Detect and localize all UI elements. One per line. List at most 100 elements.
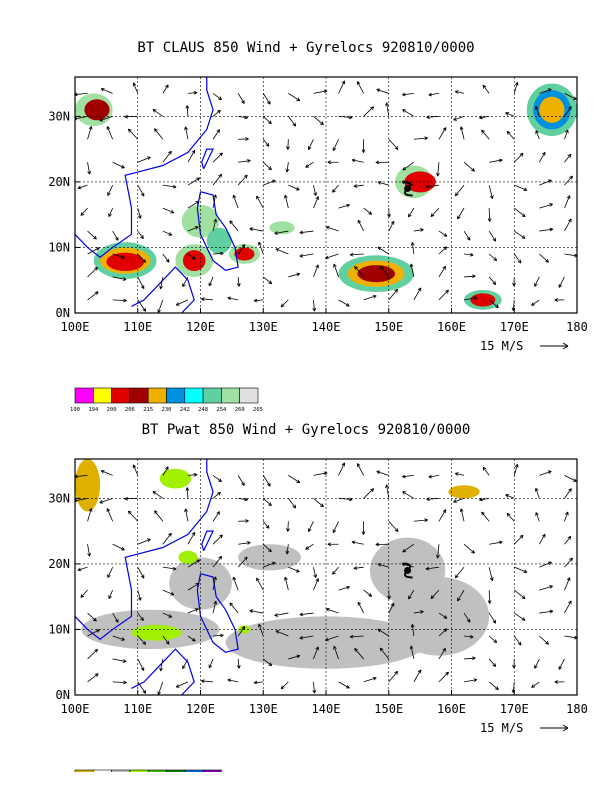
wind-arrow [535,130,540,140]
wind-arrow [212,475,222,483]
coastline [75,77,214,259]
wind-arrow [513,635,522,646]
wind-arrow [212,491,221,499]
wind-arrow [87,230,97,240]
colorbar-swatch [93,387,112,404]
wind-arrow [262,116,272,125]
wind-arrow [454,90,465,94]
x-tick-label: 120E [186,702,215,716]
wind-arrow [313,89,328,94]
wind-arrow [564,475,577,482]
wind-arrow [453,115,465,121]
x-tick-label: 150E [374,702,403,716]
colorbar-swatch [147,387,167,404]
colorbar-label: 194 [88,407,99,413]
wind-arrow [200,679,214,683]
wind-arrow [353,566,364,570]
wind-arrow [236,658,241,669]
wind-arrow [154,128,164,140]
wind-arrow [564,535,572,545]
wind-arrow [564,577,571,591]
wind-arrow [513,152,524,163]
wind-arrow [212,511,220,522]
wind-arrow [162,184,177,189]
wind-arrow [375,160,389,165]
wind-arrow [488,253,498,262]
wind-arrow [112,276,127,281]
wind-arrow [535,512,540,522]
wind-arrow [227,678,239,683]
wind-arrow [487,590,492,604]
wind-arrow [106,126,114,140]
x-tick-label: 160E [437,702,466,716]
wind-arrow [375,542,389,547]
wind-arrow [263,658,273,667]
x-tick-label: 130E [249,320,278,334]
wind-arrow [564,600,572,614]
x-tick-label: 170E [500,702,529,716]
wind-arrow [275,248,289,255]
wind-arrow [312,299,317,312]
wind-arrow [249,227,264,232]
wind-arrow [132,82,139,94]
x-tick-label: 150E [374,320,403,334]
field-shading [182,250,206,272]
wind-arrow [327,160,339,165]
wind-arrow [137,184,145,197]
wind-arrow [514,230,526,239]
wind-arrow [333,263,339,278]
wind-arrow [137,612,144,622]
gyre-location-center [404,184,412,192]
wind-arrow [313,498,324,508]
field-shading [84,99,110,121]
field-shading [357,265,396,283]
wind-arrow [258,623,264,637]
wind-arrow [388,139,399,150]
wind-arrow [288,116,297,127]
wind-arrow [488,681,499,691]
y-tick-label: 0N [56,306,70,320]
wind-arrow [356,463,365,476]
field-shading [470,293,496,307]
wind-arrow [162,635,170,645]
wind-arrow [299,230,314,235]
wind-arrow [513,534,524,545]
wind-arrow [436,162,440,177]
colorbar-swatch [184,769,204,772]
wind-arrow [313,116,324,126]
wind-arrow [376,88,389,94]
panel1-title: BT CLAUS 850 Wind + Gyrelocs 920810/0000 [137,40,475,56]
wind-arrow [137,635,147,645]
wind-arrow [187,200,200,209]
wind-arrow [514,207,526,218]
y-tick-label: 20N [48,557,70,571]
gyre-location-center [404,566,412,574]
wind-reference-arrow [540,724,569,732]
wind-arrow [564,253,577,258]
wind-arrow [564,129,569,140]
colorbar-swatch [111,387,131,404]
wind-arrow [157,681,164,695]
wind-arrow [152,109,164,117]
wind-arrow [377,246,389,255]
y-tick-label: 20N [48,175,70,189]
wind-arrow [564,511,569,522]
wind-arrow [162,207,175,214]
x-tick-label: 180 [566,320,588,334]
wind-reference-label: 15 M/S [480,339,523,353]
x-tick-label: 120E [186,320,215,334]
wind-arrow [325,253,339,260]
wind-arrow [87,266,99,278]
wind-arrow [238,137,249,141]
wind-arrow [137,590,142,601]
wind-arrow [107,184,114,196]
wind-arrow [514,612,526,621]
wind-arrow [87,629,100,637]
wind-arrow [212,173,223,186]
wind-arrow [385,484,390,499]
wind-arrow [438,230,448,237]
wind-arrow [464,656,476,661]
field-shading [75,459,101,512]
wind-arrow [262,93,271,105]
wind-arrow [137,299,147,312]
